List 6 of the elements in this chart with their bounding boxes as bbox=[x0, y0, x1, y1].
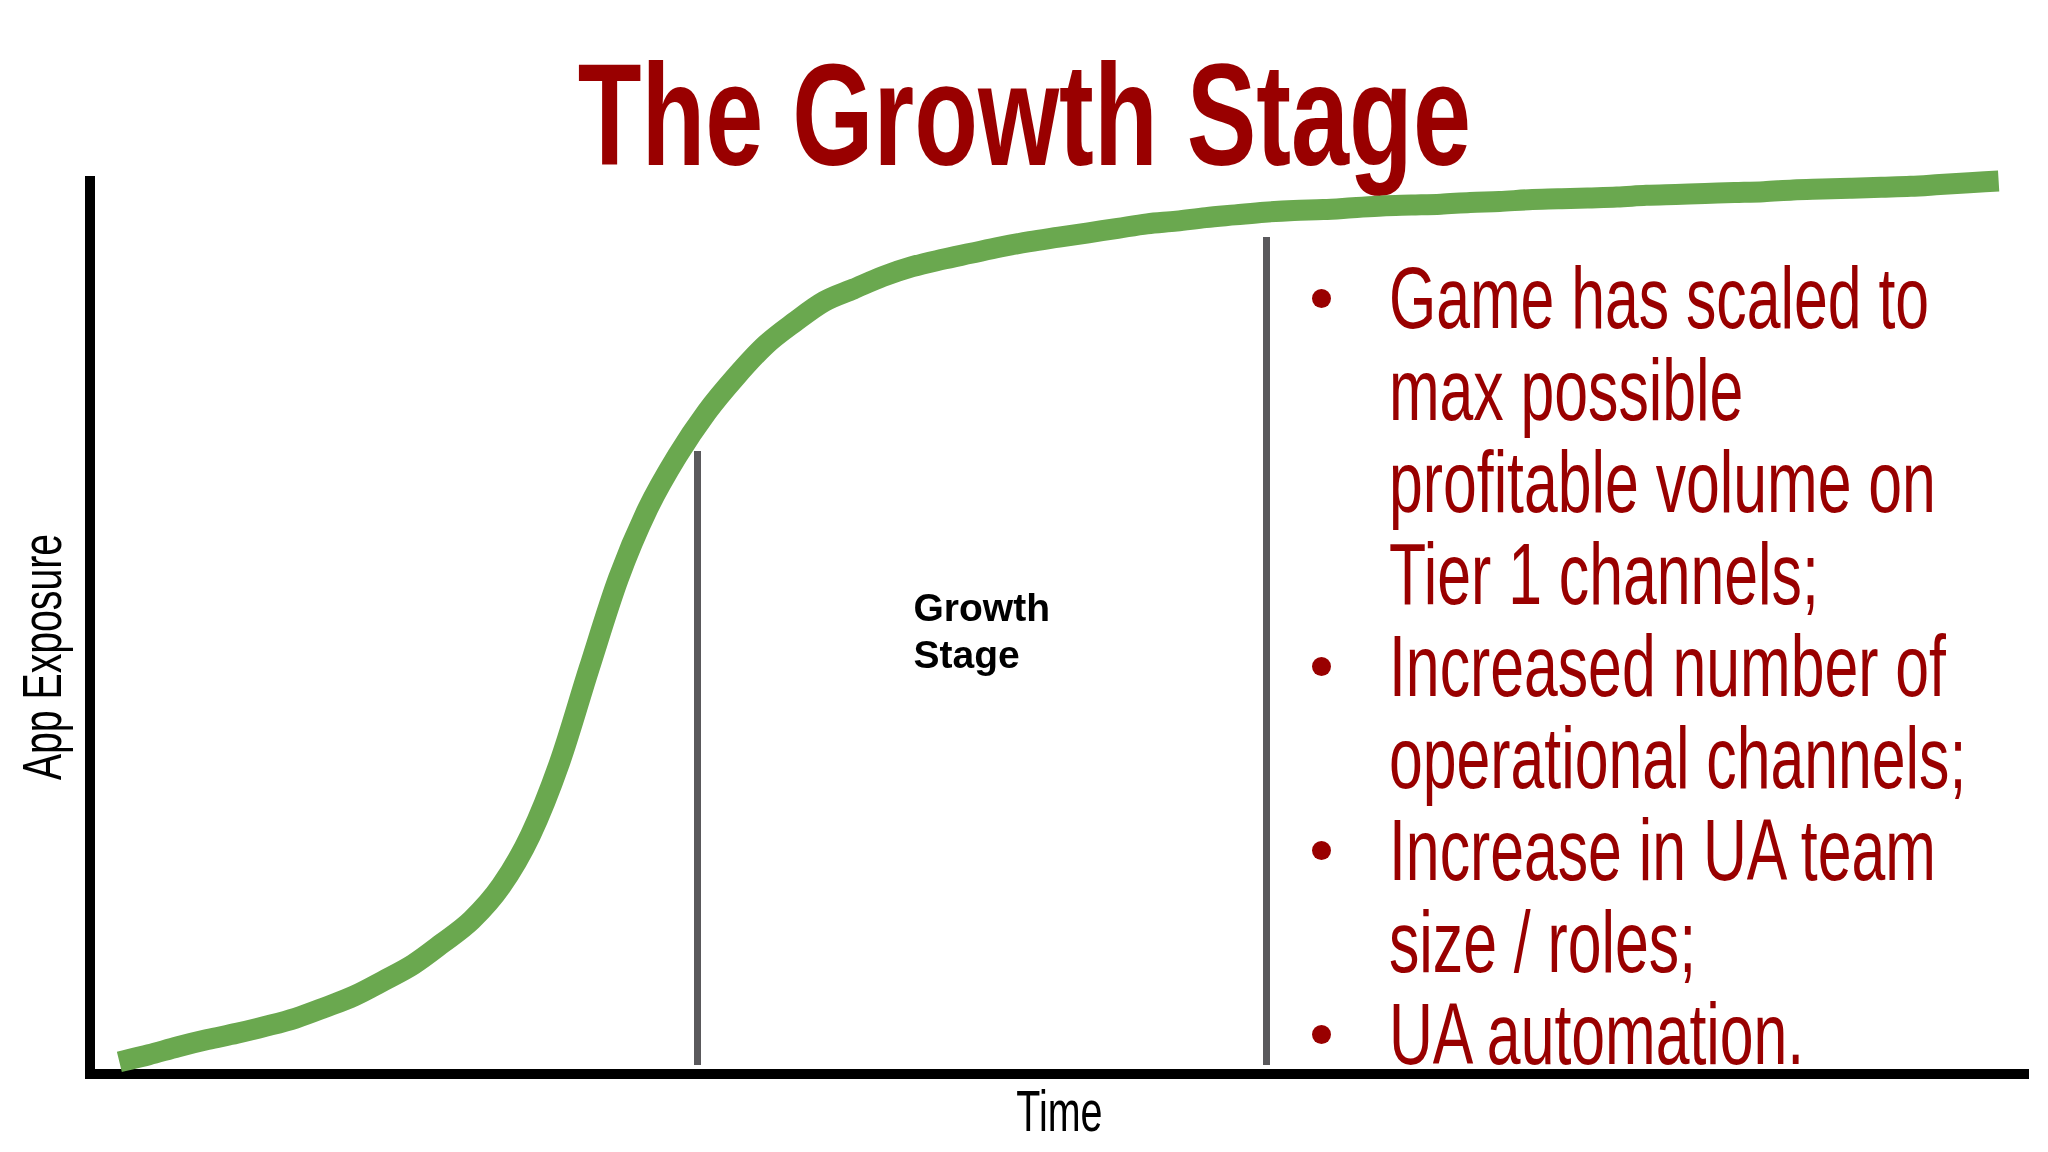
y-axis-title: App Exposure bbox=[9, 534, 73, 781]
annotation: UA automation. bbox=[1389, 983, 1805, 1083]
chart-title: The Growth Stage bbox=[577, 34, 1471, 196]
annotation: Growth Stage bbox=[913, 585, 1050, 678]
annotation: Game has scaled to max possible profitable volume on Tier 1 channels; bbox=[1389, 247, 1936, 623]
x-axis-title: Time bbox=[1015, 1078, 1103, 1143]
